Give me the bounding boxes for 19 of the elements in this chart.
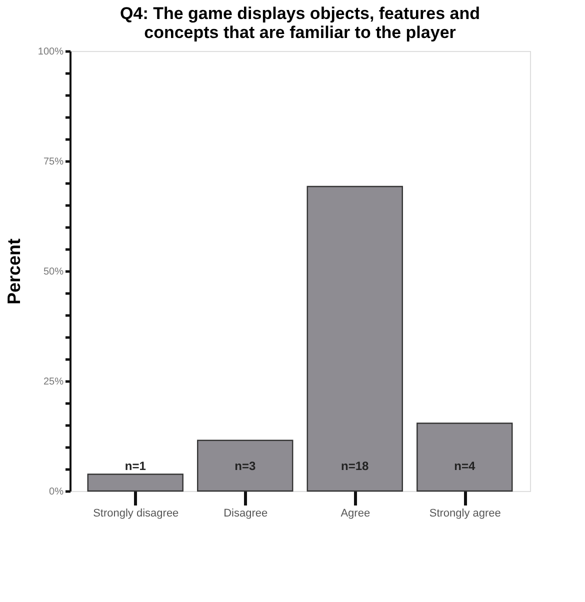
y-axis-title: Percent	[4, 238, 24, 305]
y-tick-label: 100%	[38, 46, 64, 58]
x-tick-label: Agree	[340, 508, 370, 520]
bar	[87, 474, 184, 492]
bar	[416, 422, 513, 492]
y-tick-label: 25%	[43, 376, 64, 388]
x-tick-label: Strongly agree	[429, 508, 501, 520]
x-tick-label: Disagree	[224, 508, 268, 520]
annotation: n=4	[454, 459, 476, 473]
y-tick-label: 0%	[49, 486, 64, 498]
chart-title: Q4: The game displays objects, features and concepts that are familiar to the player	[120, 4, 480, 42]
x-tick-label: Strongly disagree	[93, 508, 179, 520]
annotation: n=18	[341, 459, 370, 473]
bar	[306, 186, 403, 492]
annotation: n=3	[234, 459, 256, 473]
y-tick-label: 75%	[43, 156, 64, 168]
y-tick-label: 50%	[43, 266, 64, 278]
annotation: n=1	[124, 459, 146, 473]
bar	[197, 440, 294, 492]
